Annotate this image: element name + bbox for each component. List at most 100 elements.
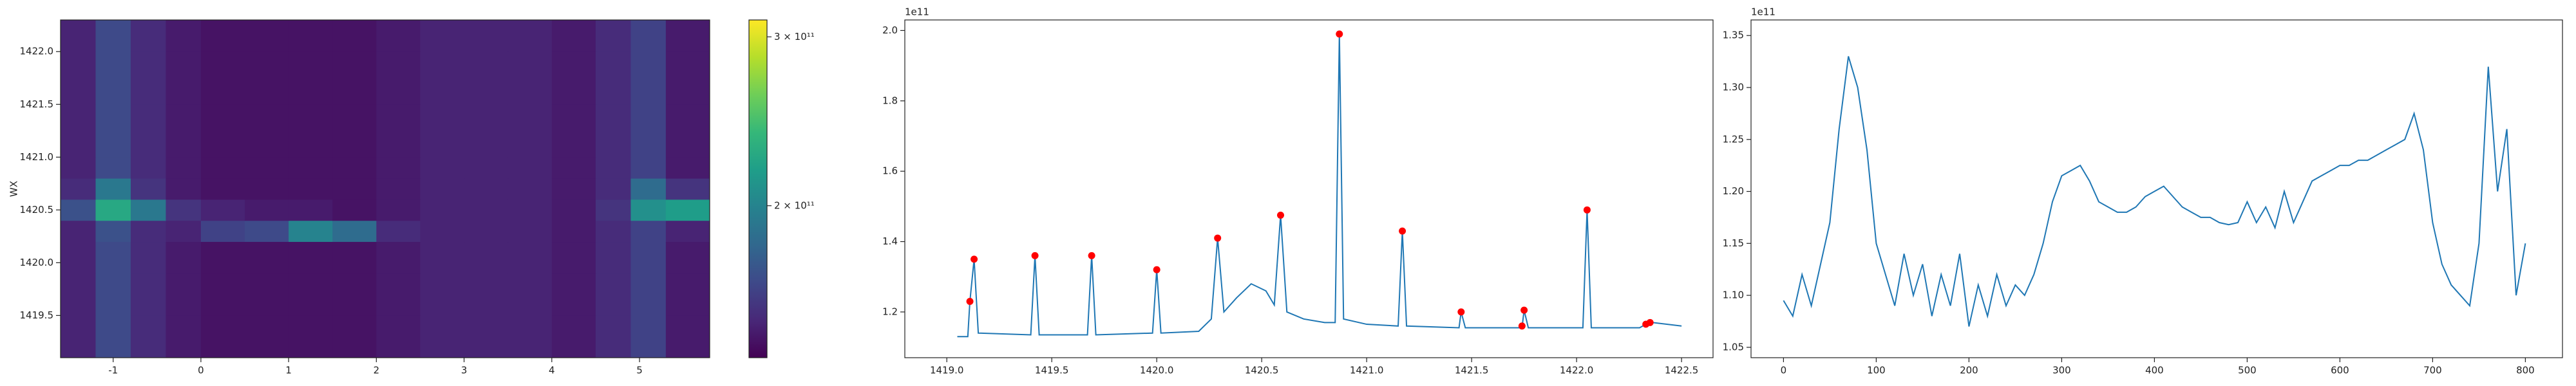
heatmap-cell bbox=[507, 20, 553, 52]
axes-frame bbox=[904, 19, 1714, 358]
heatmap-cell bbox=[245, 241, 289, 274]
heatmap-cell bbox=[507, 273, 553, 316]
x-tick-label: 4 bbox=[549, 365, 555, 376]
heatmap-cell bbox=[332, 220, 377, 243]
heatmap-cell bbox=[245, 178, 289, 200]
heatmap-cell bbox=[665, 273, 710, 316]
heatmap-cell bbox=[507, 157, 553, 179]
peak-marker bbox=[1518, 322, 1526, 330]
heatmap-cell bbox=[420, 157, 465, 179]
heatmap-cell bbox=[507, 104, 553, 158]
heatmap-cell bbox=[595, 241, 631, 274]
heatmap-cell bbox=[464, 20, 509, 52]
heatmap-cell bbox=[61, 199, 96, 221]
heatmap-cell bbox=[464, 220, 509, 243]
heatmap-cell bbox=[630, 241, 667, 274]
heatmap-cell bbox=[166, 220, 202, 243]
heatmap-cell bbox=[200, 199, 245, 221]
heatmap-cell bbox=[507, 220, 553, 243]
heatmap-cell bbox=[289, 315, 333, 358]
heatmap-cell bbox=[289, 51, 333, 105]
heatmap-cell bbox=[420, 315, 465, 358]
heatmap-cell bbox=[61, 178, 96, 200]
heatmap-cell bbox=[551, 104, 596, 158]
heatmap-cell bbox=[665, 220, 710, 243]
heatmap-cell bbox=[665, 20, 710, 52]
heatmap-cell bbox=[420, 199, 465, 221]
heatmap-cell bbox=[95, 20, 131, 52]
peak-marker bbox=[1336, 30, 1343, 38]
heatmap-cell bbox=[245, 104, 289, 158]
heatmap-cell bbox=[200, 104, 245, 158]
heatmap-cell bbox=[289, 178, 333, 200]
line-series bbox=[1783, 56, 2526, 327]
colorbar-tick-label: 3 × 10¹¹ bbox=[774, 31, 815, 42]
heatmap-cell bbox=[166, 20, 202, 52]
heatmap-cell bbox=[665, 315, 710, 358]
heatmap-cell bbox=[665, 178, 710, 200]
heatmap-cell bbox=[595, 104, 631, 158]
heatmap-cell bbox=[551, 220, 596, 243]
x-tick-label: 400 bbox=[2145, 365, 2164, 376]
x-tick-label: 1422.5 bbox=[1665, 365, 1699, 376]
line-series bbox=[957, 33, 1682, 338]
peak-marker bbox=[1153, 266, 1160, 273]
x-tick-label: 700 bbox=[2423, 365, 2442, 376]
heatmap-cell bbox=[289, 104, 333, 158]
heatmap-cell bbox=[166, 199, 202, 221]
x-tick-label: 5 bbox=[636, 365, 643, 376]
heatmap-cell bbox=[61, 241, 96, 274]
heatmap-cell bbox=[61, 273, 96, 316]
heatmap-cell bbox=[665, 104, 710, 158]
heatmap-cell bbox=[630, 315, 667, 358]
y-offset-label: 1e11 bbox=[1751, 6, 1776, 18]
heatmap-cell bbox=[245, 199, 289, 221]
heatmap-cell bbox=[200, 241, 245, 274]
heatmap-cell bbox=[130, 220, 166, 243]
heatmap-cell bbox=[630, 20, 667, 52]
y-tick-label: 1.6 bbox=[882, 165, 898, 177]
peak-marker bbox=[971, 255, 978, 263]
y-tick-label: 1420.5 bbox=[20, 204, 54, 216]
y-tick-label: 1.20 bbox=[1723, 185, 1744, 197]
heatmap-cell bbox=[95, 273, 131, 316]
y-tick-label: 1.10 bbox=[1723, 290, 1744, 301]
x-tick-label: 1419.5 bbox=[1035, 365, 1069, 376]
heatmap-cell bbox=[130, 20, 166, 52]
heatmap-cell bbox=[289, 220, 333, 243]
y-tick-label: 1422.0 bbox=[20, 46, 54, 57]
y-tick-label: 1.15 bbox=[1723, 237, 1744, 249]
heatmap-cell bbox=[630, 51, 667, 105]
heatmap-cell bbox=[420, 178, 465, 200]
heatmap-cell bbox=[376, 315, 421, 358]
heatmap-cell bbox=[595, 178, 631, 200]
heatmap-cell bbox=[595, 157, 631, 179]
peak-marker bbox=[1583, 206, 1591, 214]
heatmap-cell bbox=[464, 199, 509, 221]
heatmap-cell bbox=[245, 20, 289, 52]
y-tick-label: 1.35 bbox=[1723, 30, 1744, 41]
heatmap-cell bbox=[464, 178, 509, 200]
heatmap-cell bbox=[376, 104, 421, 158]
heatmap-cell bbox=[464, 241, 509, 274]
heatmap-cell bbox=[420, 51, 465, 105]
peak-marker bbox=[1088, 252, 1095, 259]
x-tick-label: 1419.0 bbox=[930, 365, 964, 376]
heatmap-cell bbox=[200, 20, 245, 52]
heatmap-cell bbox=[95, 178, 131, 200]
heatmap-cell bbox=[507, 241, 553, 274]
heatmap-cell bbox=[166, 241, 202, 274]
heatmap-cell bbox=[332, 241, 377, 274]
heatmap-cell bbox=[245, 220, 289, 243]
heatmap-cell bbox=[551, 157, 596, 179]
heatmap-cell bbox=[464, 273, 509, 316]
heatmap-cell bbox=[200, 315, 245, 358]
heatmap-cell bbox=[332, 157, 377, 179]
heatmap-cell bbox=[420, 20, 465, 52]
x-tick-label: 1420.0 bbox=[1140, 365, 1174, 376]
x-tick-label: 200 bbox=[1960, 365, 1978, 376]
heatmap-cell bbox=[245, 157, 289, 179]
x-tick-label: -1 bbox=[108, 365, 118, 376]
heatmap-cell bbox=[61, 157, 96, 179]
heatmap-cell bbox=[166, 104, 202, 158]
